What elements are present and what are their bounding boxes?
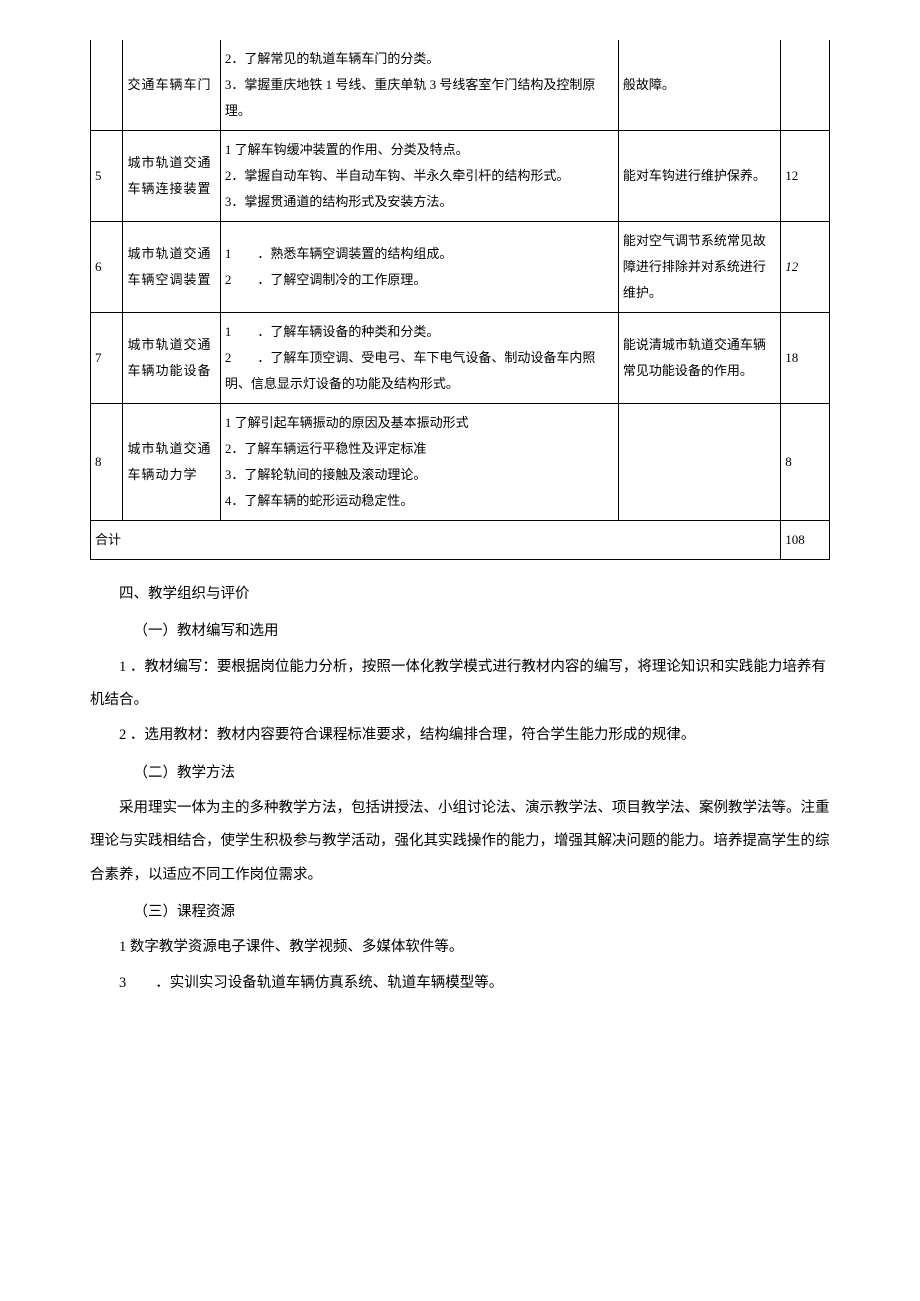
document-page: 交通车辆车门 2．了解常见的轨道车辆车门的分类。 3．掌握重庆地铁 1 号线、重… [0, 0, 920, 1060]
cell-idx: 8 [91, 404, 123, 521]
cell-idx: 6 [91, 222, 123, 313]
cell-name: 城市轨道交通车辆空调装置 [123, 222, 220, 313]
cell-idx [91, 40, 123, 131]
item-1-1: 1 ．教材编写：要根据岗位能力分析，按照一体化教学模式进行教材内容的编写，将理论… [90, 651, 830, 718]
cell-knowledge: 1 了解引起车辆振动的原因及基本振动形式 2．了解车辆运行平稳性及评定标准 3．… [220, 404, 618, 521]
cell-skill: 能对车钩进行维护保养。 [618, 131, 780, 222]
cell-name: 城市轨道交通车辆动力学 [123, 404, 220, 521]
cell-sum-hours: 108 [781, 521, 830, 560]
cell-hours: 18 [781, 313, 830, 404]
subsection-1: （一）教材编写和选用 [90, 615, 830, 648]
cell-skill: 能对空气调节系统常见故障进行排除并对系统进行维护。 [618, 222, 780, 313]
cell-knowledge: 1 ．了解车辆设备的种类和分类。 2 ．了解车顶空调、受电弓、车下电气设备、制动… [220, 313, 618, 404]
cell-name: 交通车辆车门 [123, 40, 220, 131]
cell-hours: 12 [781, 131, 830, 222]
item-1-2: 2 ．选用教材：教材内容要符合课程标准要求，结构编排合理，符合学生能力形成的规律… [90, 719, 830, 752]
cell-name: 城市轨道交通车辆功能设备 [123, 313, 220, 404]
cell-idx: 7 [91, 313, 123, 404]
cell-hours: 12 [781, 222, 830, 313]
cell-knowledge: 2．了解常见的轨道车辆车门的分类。 3．掌握重庆地铁 1 号线、重庆单轨 3 号… [220, 40, 618, 131]
cell-knowledge: 1 了解车钩缓冲装置的作用、分类及特点。 2．掌握自动车钩、半自动车钩、半永久牵… [220, 131, 618, 222]
subsection-3: （三）课程资源 [90, 896, 830, 929]
cell-name: 城市轨道交通车辆连接装置 [123, 131, 220, 222]
subsection-2: （二）教学方法 [90, 757, 830, 790]
cell-hours [781, 40, 830, 131]
table-row: 5 城市轨道交通车辆连接装置 1 了解车钩缓冲装置的作用、分类及特点。 2．掌握… [91, 131, 830, 222]
cell-skill: 能说清城市轨道交通车辆常见功能设备的作用。 [618, 313, 780, 404]
table-row: 交通车辆车门 2．了解常见的轨道车辆车门的分类。 3．掌握重庆地铁 1 号线、重… [91, 40, 830, 131]
item-3-1: 1 数字教学资源电子课件、教学视频、多媒体软件等。 [90, 931, 830, 964]
cell-skill [618, 404, 780, 521]
table-row: 8 城市轨道交通车辆动力学 1 了解引起车辆振动的原因及基本振动形式 2．了解车… [91, 404, 830, 521]
section-4-title: 四、教学组织与评价 [90, 578, 830, 611]
table-sum-row: 合计 108 [91, 521, 830, 560]
cell-knowledge: 1 ．熟悉车辆空调装置的结构组成。 2 ．了解空调制冷的工作原理。 [220, 222, 618, 313]
cell-sum-label: 合计 [91, 521, 781, 560]
table-row: 6 城市轨道交通车辆空调装置 1 ．熟悉车辆空调装置的结构组成。 2 ．了解空调… [91, 222, 830, 313]
cell-idx: 5 [91, 131, 123, 222]
body-text: 四、教学组织与评价 （一）教材编写和选用 1 ．教材编写：要根据岗位能力分析，按… [90, 578, 830, 1000]
item-3-2: 3 ．实训实习设备轨道车辆仿真系统、轨道车辆模型等。 [90, 967, 830, 1000]
cell-skill: 般故障。 [618, 40, 780, 131]
cell-hours: 8 [781, 404, 830, 521]
table-row: 7 城市轨道交通车辆功能设备 1 ．了解车辆设备的种类和分类。 2 ．了解车顶空… [91, 313, 830, 404]
para-2: 采用理实一体为主的多种教学方法，包括讲授法、小组讨论法、演示教学法、项目教学法、… [90, 792, 830, 892]
curriculum-table: 交通车辆车门 2．了解常见的轨道车辆车门的分类。 3．掌握重庆地铁 1 号线、重… [90, 40, 830, 560]
